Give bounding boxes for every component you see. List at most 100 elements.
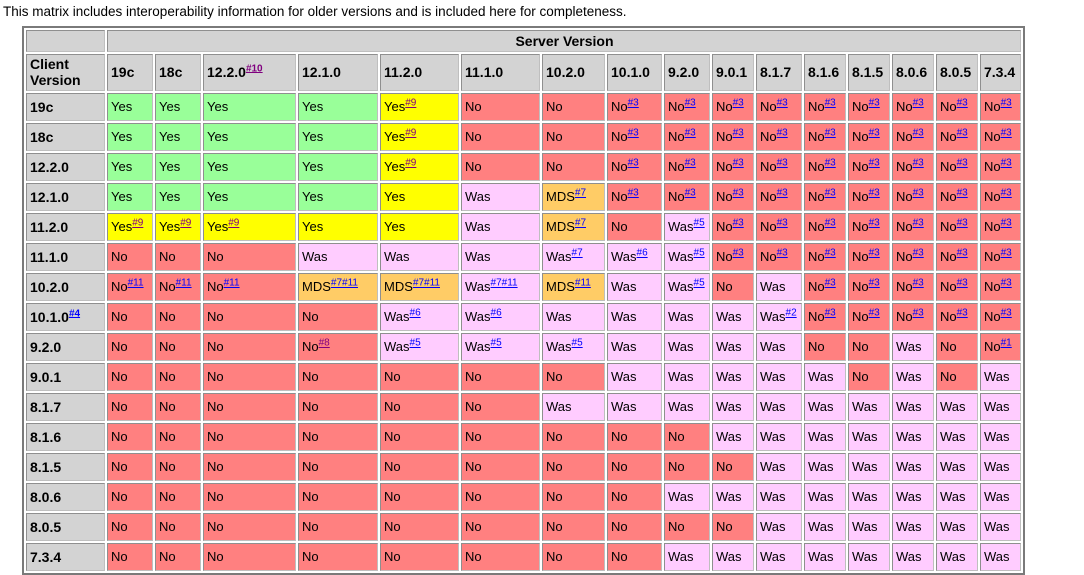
footnote-link-3[interactable]: #3 bbox=[732, 217, 744, 229]
footnote-link-3[interactable]: #3 bbox=[776, 127, 788, 139]
footnote-link-11[interactable]: #11 bbox=[127, 277, 144, 289]
footnote-link-3[interactable]: #3 bbox=[868, 217, 880, 229]
footnote-link-3[interactable]: #3 bbox=[1000, 277, 1012, 289]
footnote-link-5[interactable]: #5 bbox=[693, 277, 705, 289]
footnote-link-3[interactable]: #3 bbox=[684, 97, 696, 109]
footnote-link-9[interactable]: #9 bbox=[180, 217, 192, 229]
footnote-link-3[interactable]: #3 bbox=[956, 307, 968, 319]
footnote-link-3[interactable]: #3 bbox=[1000, 97, 1012, 109]
footnote-link-6[interactable]: #6 bbox=[636, 247, 648, 259]
cell-11.2.0-7.3.4: No#3 bbox=[980, 213, 1021, 242]
footnote-link-6[interactable]: #6 bbox=[490, 307, 502, 319]
footnote-link-5[interactable]: #5 bbox=[693, 247, 705, 259]
footnote-link-8[interactable]: #8 bbox=[318, 337, 330, 349]
footnote-link-9[interactable]: #9 bbox=[405, 127, 417, 139]
footnote-link-3[interactable]: #3 bbox=[868, 97, 880, 109]
footnote-link-3[interactable]: #3 bbox=[868, 157, 880, 169]
footnote-link-3[interactable]: #3 bbox=[912, 217, 924, 229]
footnote-link-3[interactable]: #3 bbox=[912, 127, 924, 139]
footnote-link-3[interactable]: #3 bbox=[1000, 127, 1012, 139]
footnote-link-3[interactable]: #3 bbox=[776, 187, 788, 199]
footnote-link-3[interactable]: #3 bbox=[627, 157, 639, 169]
footnote-link-2[interactable]: #2 bbox=[785, 307, 797, 319]
cell-12.1.0-10.1.0: No#3 bbox=[607, 183, 662, 212]
footnote-link-11[interactable]: #11 bbox=[342, 277, 358, 289]
footnote-link-5[interactable]: #5 bbox=[490, 337, 502, 349]
footnote-link-5[interactable]: #5 bbox=[409, 337, 421, 349]
footnote-link-3[interactable]: #3 bbox=[1000, 307, 1012, 319]
footnote-link-11[interactable]: #11 bbox=[574, 277, 591, 289]
footnote-link-1[interactable]: #1 bbox=[1000, 337, 1012, 349]
footnote-link-11[interactable]: #11 bbox=[424, 277, 440, 289]
footnote-link-3[interactable]: #3 bbox=[824, 247, 836, 259]
footnote-link-3[interactable]: #3 bbox=[732, 127, 744, 139]
footnote-link-9[interactable]: #9 bbox=[405, 157, 417, 169]
footnote-link-6[interactable]: #6 bbox=[409, 307, 421, 319]
footnote-link-7[interactable]: #7 bbox=[490, 277, 502, 289]
footnote-link-3[interactable]: #3 bbox=[956, 277, 968, 289]
footnote-link-7[interactable]: #7 bbox=[412, 277, 425, 289]
footnote-link-3[interactable]: #3 bbox=[868, 187, 880, 199]
footnote-link-3[interactable]: #3 bbox=[956, 127, 968, 139]
footnote-link-3[interactable]: #3 bbox=[956, 97, 968, 109]
footnote-link-11[interactable]: #11 bbox=[501, 277, 518, 289]
footnote-link-3[interactable]: #3 bbox=[627, 187, 639, 199]
footnote-link-5[interactable]: #5 bbox=[571, 337, 583, 349]
footnote-link-3[interactable]: #3 bbox=[684, 187, 696, 199]
footnote-sup: #3 bbox=[957, 218, 968, 229]
footnote-link-7[interactable]: #7 bbox=[571, 247, 583, 259]
footnote-sup: #3 bbox=[685, 158, 696, 169]
footnote-link-3[interactable]: #3 bbox=[912, 247, 924, 259]
footnote-link-3[interactable]: #3 bbox=[684, 157, 696, 169]
footnote-link-4[interactable]: #4 bbox=[68, 308, 81, 320]
footnote-link-7[interactable]: #7 bbox=[330, 277, 343, 289]
footnote-link-3[interactable]: #3 bbox=[627, 127, 639, 139]
footnote-link-11[interactable]: #11 bbox=[223, 277, 240, 289]
footnote-link-3[interactable]: #3 bbox=[824, 187, 836, 199]
footnote-link-3[interactable]: #3 bbox=[824, 127, 836, 139]
cell-10.2.0-11.1.0: Was#7#11 bbox=[461, 273, 540, 302]
footnote-link-10[interactable]: #10 bbox=[245, 63, 263, 75]
footnote-link-3[interactable]: #3 bbox=[956, 247, 968, 259]
footnote-link-3[interactable]: #3 bbox=[1000, 157, 1012, 169]
footnote-link-3[interactable]: #3 bbox=[868, 247, 880, 259]
footnote-link-3[interactable]: #3 bbox=[627, 97, 639, 109]
footnote-link-3[interactable]: #3 bbox=[912, 187, 924, 199]
footnote-link-3[interactable]: #3 bbox=[868, 127, 880, 139]
footnote-link-3[interactable]: #3 bbox=[912, 307, 924, 319]
footnote-link-3[interactable]: #3 bbox=[956, 157, 968, 169]
footnote-link-3[interactable]: #3 bbox=[824, 157, 836, 169]
footnote-link-3[interactable]: #3 bbox=[912, 97, 924, 109]
footnote-link-3[interactable]: #3 bbox=[776, 217, 788, 229]
footnote-link-3[interactable]: #3 bbox=[732, 187, 744, 199]
footnote-sup: #3 bbox=[1001, 248, 1012, 259]
footnote-link-9[interactable]: #9 bbox=[132, 217, 144, 229]
footnote-link-3[interactable]: #3 bbox=[868, 307, 880, 319]
footnote-link-11[interactable]: #11 bbox=[175, 277, 192, 289]
footnote-link-3[interactable]: #3 bbox=[776, 157, 788, 169]
footnote-link-9[interactable]: #9 bbox=[405, 97, 417, 109]
footnote-link-3[interactable]: #3 bbox=[824, 277, 836, 289]
footnote-link-3[interactable]: #3 bbox=[732, 157, 744, 169]
footnote-link-3[interactable]: #3 bbox=[732, 247, 744, 259]
footnote-link-3[interactable]: #3 bbox=[868, 277, 880, 289]
footnote-link-3[interactable]: #3 bbox=[1000, 187, 1012, 199]
footnote-link-3[interactable]: #3 bbox=[732, 97, 744, 109]
footnote-link-5[interactable]: #5 bbox=[693, 217, 705, 229]
footnote-link-3[interactable]: #3 bbox=[824, 217, 836, 229]
footnote-link-3[interactable]: #3 bbox=[684, 127, 696, 139]
footnote-link-3[interactable]: #3 bbox=[824, 97, 836, 109]
footnote-link-3[interactable]: #3 bbox=[1000, 217, 1012, 229]
footnote-link-3[interactable]: #3 bbox=[776, 97, 788, 109]
footnote-link-9[interactable]: #9 bbox=[228, 217, 240, 229]
footnote-link-3[interactable]: #3 bbox=[776, 247, 788, 259]
footnote-link-3[interactable]: #3 bbox=[956, 187, 968, 199]
footnote-link-3[interactable]: #3 bbox=[912, 277, 924, 289]
footnote-link-3[interactable]: #3 bbox=[1000, 247, 1012, 259]
cell-8.1.6-9.2.0: No bbox=[664, 423, 710, 452]
footnote-link-7[interactable]: #7 bbox=[574, 187, 587, 199]
footnote-link-3[interactable]: #3 bbox=[912, 157, 924, 169]
footnote-link-7[interactable]: #7 bbox=[574, 217, 587, 229]
footnote-link-3[interactable]: #3 bbox=[824, 307, 836, 319]
footnote-link-3[interactable]: #3 bbox=[956, 217, 968, 229]
